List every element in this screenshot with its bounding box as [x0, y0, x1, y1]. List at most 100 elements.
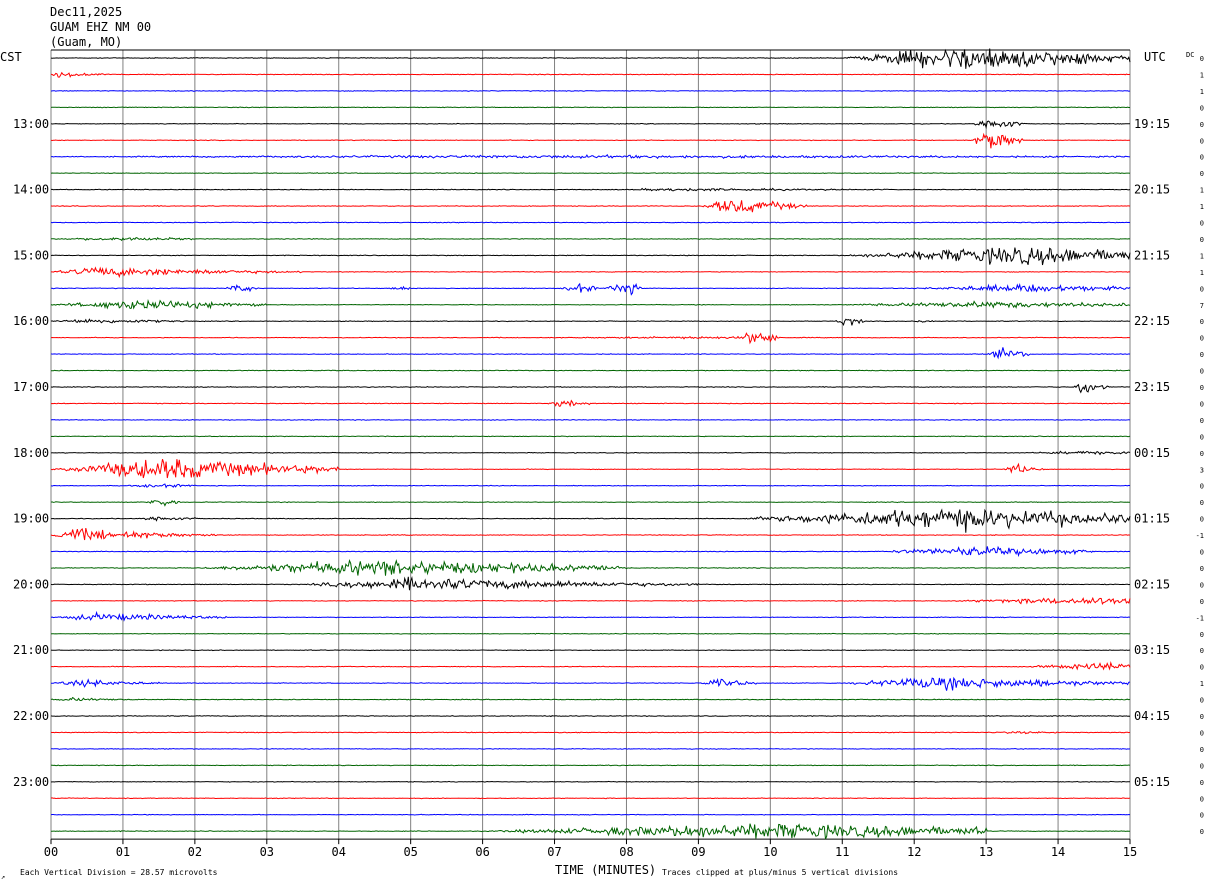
right-hour-label: 01:15 [1134, 512, 1170, 526]
trace-34-blue [50, 610, 1131, 622]
dc-offset-value: 0 [1200, 368, 1204, 376]
dc-offset-value: 1 [1200, 88, 1204, 96]
trace-23-green [50, 435, 1131, 438]
dc-offset-value: 1 [1200, 252, 1204, 260]
trace-45-red [50, 797, 1131, 800]
trace-32-black [50, 576, 1131, 591]
x-tick-label-00: 00 [44, 845, 58, 859]
left-hour-label: 15:00 [13, 248, 49, 262]
right-hour-label: 00:15 [1134, 446, 1170, 460]
dc-offset-value: 0 [1200, 220, 1204, 228]
trace-25-red [50, 459, 1131, 479]
dc-offset-value: 0 [1200, 647, 1204, 655]
dc-offset-value: 0 [1200, 154, 1204, 162]
corner-mark: ↗ [1, 873, 5, 881]
trace-13-red [51, 266, 1131, 279]
right-hour-label: 20:15 [1134, 183, 1170, 197]
trace-19-green [51, 369, 1131, 372]
dc-offset-value: 0 [1200, 400, 1204, 408]
x-tick-label-08: 08 [619, 845, 633, 859]
dc-offset-value: 0 [1200, 433, 1204, 441]
trace-44-black [50, 780, 1131, 783]
x-tick-label-03: 03 [260, 845, 274, 859]
trace-28-black [50, 508, 1131, 533]
dc-offset-value: 0 [1200, 335, 1204, 343]
trace-42-blue [51, 747, 1131, 750]
dc-offset-value: -1 [1196, 532, 1204, 540]
header-location: (Guam, MO) [50, 35, 122, 49]
x-tick-label-15: 15 [1123, 845, 1137, 859]
dc-offset-value: 1 [1200, 187, 1204, 195]
dc-offset-value: 1 [1200, 203, 1204, 211]
left-hour-label: 14:00 [13, 183, 49, 197]
x-tick-label-11: 11 [835, 845, 849, 859]
x-axis-ticks: 00 01 02 03 04 05 06 07 08 09 10 11 12 13 14 15 [44, 839, 1137, 859]
x-tick-label-02: 02 [188, 845, 202, 859]
dc-offset-value: 1 [1200, 269, 1204, 277]
left-hour-label: 17:00 [13, 380, 49, 394]
vertical-division-note: Each Vertical Division = 28.57 microvolt… [20, 868, 218, 877]
x-tick-label-05: 05 [403, 845, 417, 859]
trace-26-blue [50, 483, 1131, 489]
dc-offset-value: 0 [1200, 351, 1204, 359]
dc-offset-value: 0 [1200, 285, 1204, 293]
x-tick-label-09: 09 [691, 845, 705, 859]
dc-offset-value: 7 [1200, 302, 1204, 310]
trace-38-blue [51, 676, 1131, 691]
trace-36-black [50, 649, 1131, 652]
trace-5-red [50, 132, 1131, 149]
left-hour-label: 23:00 [13, 775, 49, 789]
trace-16-black [50, 318, 1130, 326]
dc-offset-value: 1 [1200, 71, 1204, 79]
trace-6-blue [50, 153, 1131, 160]
dc-offset-value: 0 [1200, 779, 1204, 787]
dc-offset-value: 0 [1200, 236, 1204, 244]
trace-43-green [50, 764, 1131, 767]
x-tick-label-01: 01 [116, 845, 130, 859]
dc-offset-value: 0 [1200, 565, 1204, 573]
trace-17-red [50, 332, 1130, 345]
x-axis-label: TIME (MINUTES) [555, 863, 656, 877]
right-timezone-label: UTC [1144, 50, 1166, 64]
trace-21-red [50, 399, 1131, 408]
dc-offset-value: 0 [1200, 729, 1204, 737]
trace-41-red [50, 730, 1131, 735]
trace-35-green [50, 632, 1131, 635]
dc-offset-value: 0 [1200, 581, 1204, 589]
trace-40-black [50, 715, 1131, 718]
dc-offset-value: 0 [1200, 795, 1204, 803]
dc-offset-value: 0 [1200, 483, 1204, 491]
dc-offset-value: 0 [1200, 598, 1204, 606]
dc-offset-value: 0 [1200, 664, 1204, 672]
right-hour-label: 22:15 [1134, 314, 1170, 328]
left-hour-label: 16:00 [13, 314, 49, 328]
dc-header-label: DC [1186, 51, 1194, 59]
trace-22-blue [50, 418, 1131, 421]
x-tick-label-12: 12 [907, 845, 921, 859]
trace-39-green [50, 696, 1131, 702]
x-tick-label-07: 07 [547, 845, 561, 859]
trace-1-red [50, 71, 1131, 78]
x-tick-label-04: 04 [332, 845, 346, 859]
trace-8-black [51, 187, 1131, 192]
right-hour-label: 23:15 [1134, 380, 1170, 394]
x-tick-label-10: 10 [763, 845, 777, 859]
header: Dec11,2025 GUAM EHZ NM 00 (Guam, MO) [50, 5, 151, 49]
trace-31-green [50, 558, 1131, 576]
dc-offset-value: 0 [1200, 746, 1204, 754]
dc-offset-value: 0 [1200, 450, 1204, 458]
left-hour-label: 20:00 [13, 577, 49, 591]
right-hour-label: 21:15 [1134, 248, 1170, 262]
trace-9-red [50, 200, 1131, 213]
dc-offset-value: 1 [1200, 680, 1204, 688]
left-hour-label: 13:00 [13, 117, 49, 131]
dc-offset-value: 0 [1200, 384, 1204, 392]
dc-offset-value: 3 [1200, 466, 1204, 474]
trace-4-black [50, 120, 1130, 130]
trace-47-green [50, 823, 1131, 840]
left-timezone-label: CST [0, 50, 22, 64]
trace-0-black [50, 48, 1131, 69]
dc-offset-value: 0 [1200, 318, 1204, 326]
trace-2-blue [50, 89, 1131, 92]
trace-30-blue [50, 545, 1131, 558]
